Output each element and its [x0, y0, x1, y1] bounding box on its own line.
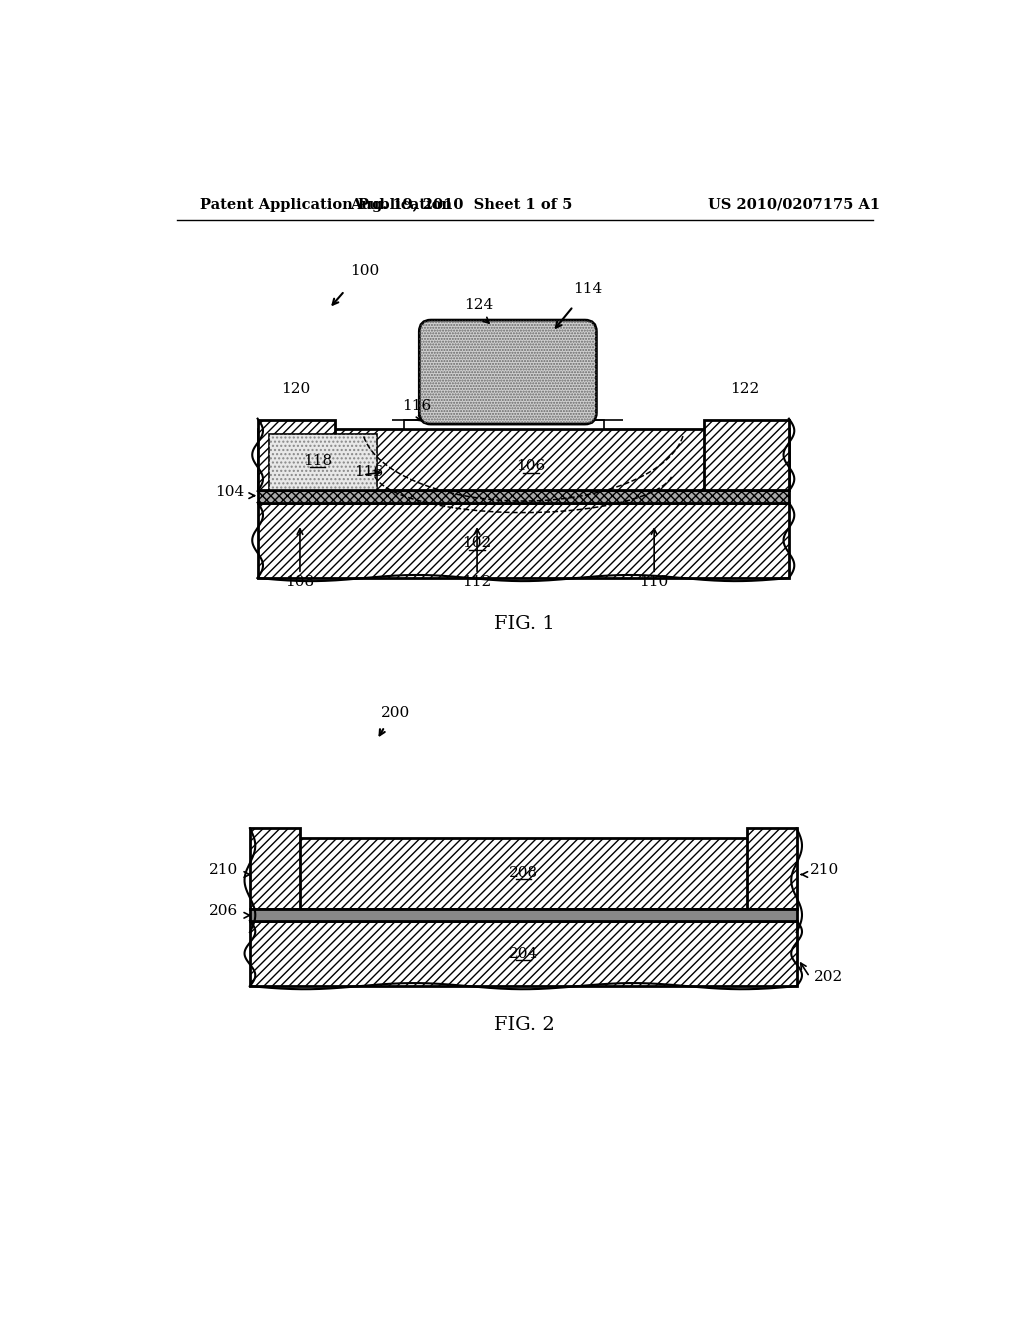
Text: US 2010/0207175 A1: US 2010/0207175 A1 — [708, 198, 881, 211]
Text: 106: 106 — [516, 459, 546, 474]
Text: 100: 100 — [350, 264, 379, 279]
Text: 208: 208 — [509, 866, 538, 880]
Text: 202: 202 — [813, 970, 843, 983]
Bar — [403, 420, 604, 429]
Text: 204: 204 — [509, 946, 538, 961]
Text: 118: 118 — [303, 454, 332, 469]
Text: FIG. 1: FIG. 1 — [495, 615, 555, 634]
Bar — [258, 420, 335, 490]
Text: 124: 124 — [464, 297, 494, 312]
Bar — [269, 434, 377, 490]
Bar — [705, 420, 788, 490]
Text: 110: 110 — [640, 574, 669, 589]
Bar — [258, 503, 788, 578]
Bar — [746, 829, 797, 909]
Text: 210: 210 — [810, 863, 839, 878]
Text: 116: 116 — [354, 465, 383, 479]
FancyBboxPatch shape — [419, 321, 596, 424]
Text: 120: 120 — [282, 383, 310, 396]
Text: 104: 104 — [215, 484, 245, 499]
Bar — [250, 921, 797, 986]
Text: 206: 206 — [209, 904, 239, 919]
Text: FIG. 2: FIG. 2 — [495, 1015, 555, 1034]
Bar — [269, 434, 377, 490]
Bar — [250, 829, 300, 909]
Text: 102: 102 — [463, 536, 492, 550]
Text: 116: 116 — [402, 399, 432, 413]
Text: 122: 122 — [730, 383, 760, 396]
Text: Patent Application Publication: Patent Application Publication — [200, 198, 452, 211]
Bar — [258, 503, 788, 578]
Text: 108: 108 — [286, 574, 314, 589]
Text: 200: 200 — [381, 706, 410, 719]
Bar — [250, 909, 797, 921]
Text: 114: 114 — [573, 282, 602, 296]
Bar — [258, 429, 788, 490]
Text: Aug. 19, 2010  Sheet 1 of 5: Aug. 19, 2010 Sheet 1 of 5 — [350, 198, 572, 211]
Bar — [258, 490, 788, 503]
Text: 210: 210 — [209, 863, 239, 878]
Text: 112: 112 — [463, 574, 492, 589]
Bar — [265, 838, 781, 909]
